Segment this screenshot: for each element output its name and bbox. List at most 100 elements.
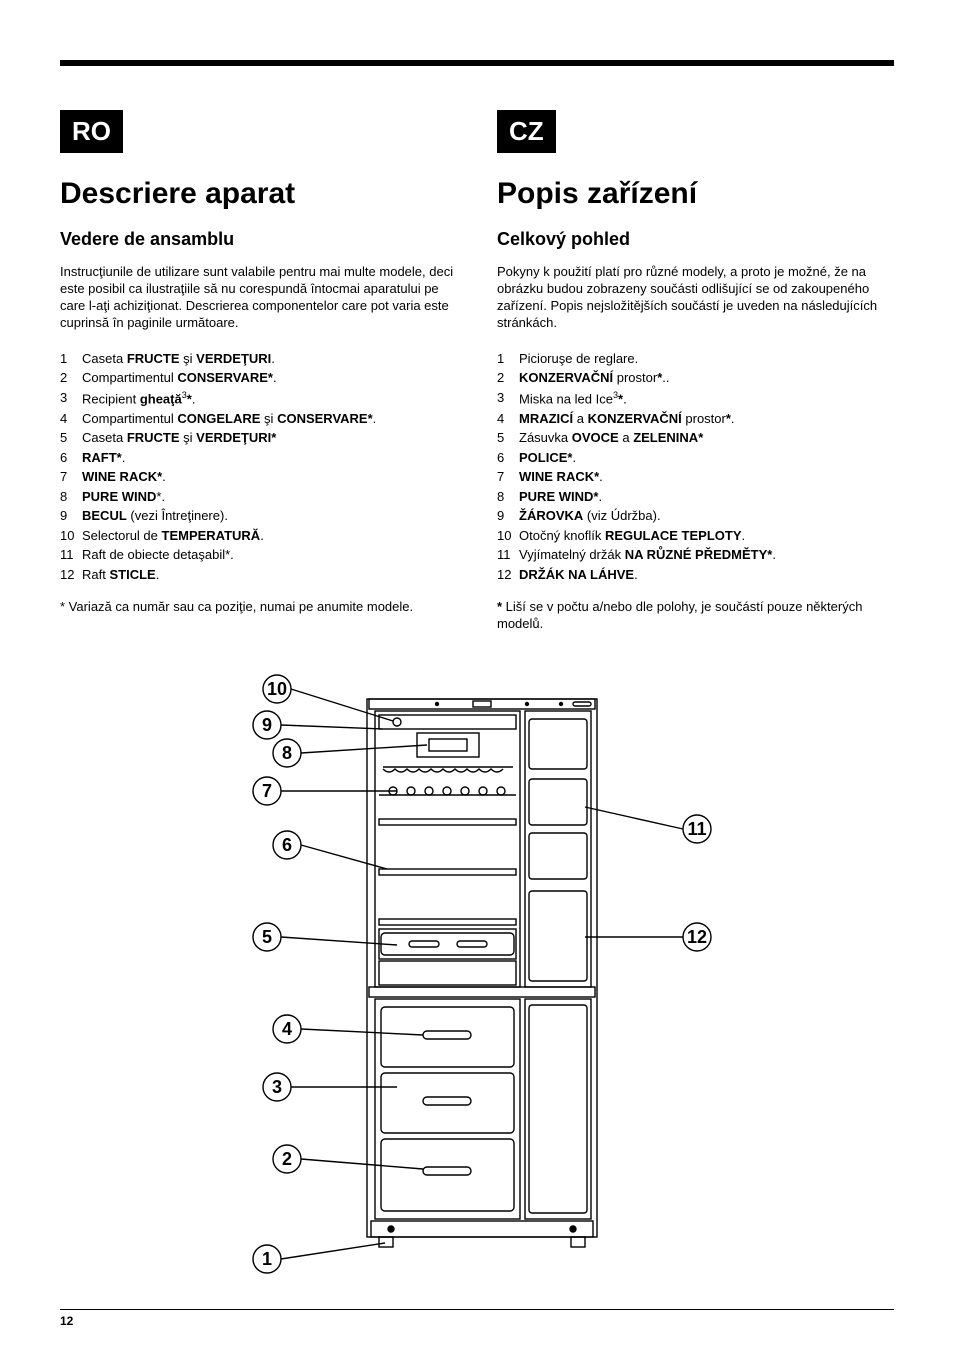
- list-item: 5Zásuvka OVOCE a ZELENINA*: [497, 429, 894, 447]
- title-right: Popis zařízení: [497, 177, 894, 211]
- list-item-number: 7: [60, 468, 82, 486]
- list-item: 12DRŽÁK NA LÁHVE.: [497, 566, 894, 584]
- list-item: 9BECUL (vezi Întreţinere).: [60, 507, 457, 525]
- title-left: Descriere aparat: [60, 177, 457, 211]
- list-item: 4MRAZICÍ a KONZERVAČNÍ prostor*.: [497, 410, 894, 428]
- list-item-number: 4: [497, 410, 519, 428]
- list-item-number: 3: [60, 389, 82, 408]
- list-item-text: Raft STICLE.: [82, 566, 159, 584]
- list-item-text: Compartimentul CONGELARE şi CONSERVARE*.: [82, 410, 376, 428]
- list-item-number: 4: [60, 410, 82, 428]
- list-item-text: Zásuvka OVOCE a ZELENINA*: [519, 429, 703, 447]
- list-item: 3 Miska na led Ice3*.: [497, 389, 894, 408]
- svg-text:7: 7: [262, 781, 272, 801]
- list-item: 2KONZERVAČNÍ prostor*..: [497, 369, 894, 387]
- list-item-text: Miska na led Ice3*.: [519, 389, 627, 408]
- list-item: 6POLICE*.: [497, 449, 894, 467]
- list-item-text: Caseta FRUCTE şi VERDEŢURI*: [82, 429, 276, 447]
- list-item: 7WINE RACK*.: [497, 468, 894, 486]
- item-list-right: 1 Picioruşe de reglare.2KONZERVAČNÍ pros…: [497, 350, 894, 584]
- list-item-number: 12: [497, 566, 519, 584]
- list-item-text: DRŽÁK NA LÁHVE.: [519, 566, 638, 584]
- list-item-number: 10: [497, 527, 519, 545]
- list-item-number: 2: [60, 369, 82, 387]
- svg-text:8: 8: [282, 743, 292, 763]
- list-item-number: 5: [60, 429, 82, 447]
- svg-text:10: 10: [267, 679, 287, 699]
- list-item-number: 10: [60, 527, 82, 545]
- subtitle-right: Celkový pohled: [497, 229, 894, 250]
- list-item: 8PURE WIND*.: [497, 488, 894, 506]
- svg-text:12: 12: [687, 927, 707, 947]
- list-item-number: 6: [497, 449, 519, 467]
- appliance-diagram: 10 987 6 5 4 3 2 1 11 12: [60, 669, 894, 1289]
- list-item-number: 9: [497, 507, 519, 525]
- fridge-svg: 10 987 6 5 4 3 2 1 11 12: [197, 669, 757, 1289]
- column-right: CZ Popis zařízení Celkový pohled Pokyny …: [497, 110, 894, 633]
- list-item: 2Compartimentul CONSERVARE*.: [60, 369, 457, 387]
- list-item-text: WINE RACK*.: [519, 468, 603, 486]
- list-item: 7WINE RACK*.: [60, 468, 457, 486]
- list-item-number: 6: [60, 449, 82, 467]
- list-item: 1 Picioruşe de reglare.: [497, 350, 894, 368]
- list-item: 3 Recipient gheaţă3*.: [60, 389, 457, 408]
- top-rule: [60, 60, 894, 66]
- list-item-text: Recipient gheaţă3*.: [82, 389, 195, 408]
- list-item-text: Caseta FRUCTE şi VERDEŢURI.: [82, 350, 275, 368]
- list-item-number: 11: [60, 546, 82, 564]
- list-item-number: 11: [497, 546, 519, 564]
- list-item: 11Raft de obiecte detaşabil*.: [60, 546, 457, 564]
- list-item-number: 7: [497, 468, 519, 486]
- item-list-left: 1Caseta FRUCTE şi VERDEŢURI.2Compartimen…: [60, 350, 457, 584]
- list-item-text: ŽÁROVKA (viz Údržba).: [519, 507, 661, 525]
- list-item-number: 2: [497, 369, 519, 387]
- list-item-text: MRAZICÍ a KONZERVAČNÍ prostor*.: [519, 410, 735, 428]
- list-item-text: PURE WIND*.: [519, 488, 602, 506]
- list-item-text: Selectorul de TEMPERATURĂ.: [82, 527, 264, 545]
- svg-text:11: 11: [687, 819, 706, 839]
- list-item-text: POLICE*.: [519, 449, 576, 467]
- svg-text:2: 2: [282, 1149, 292, 1169]
- list-item-text: Vyjímatelný držák NA RŮZNÉ PŘEDMĚTY*.: [519, 546, 776, 564]
- footnote-right: * Liší se v počtu a/nebo dle polohy, je …: [497, 599, 894, 633]
- list-item-text: WINE RACK*.: [82, 468, 166, 486]
- list-item: 11Vyjímatelný držák NA RŮZNÉ PŘEDMĚTY*.: [497, 546, 894, 564]
- svg-text:9: 9: [262, 715, 272, 735]
- svg-text:5: 5: [262, 927, 272, 947]
- list-item-text: Compartimentul CONSERVARE*.: [82, 369, 277, 387]
- list-item: 5Caseta FRUCTE şi VERDEŢURI*: [60, 429, 457, 447]
- list-item-text: KONZERVAČNÍ prostor*..: [519, 369, 670, 387]
- list-item-text: Otočný knoflík REGULACE TEPLOTY.: [519, 527, 745, 545]
- list-item: 10Selectorul de TEMPERATURĂ.: [60, 527, 457, 545]
- list-item: 6RAFT*.: [60, 449, 457, 467]
- list-item-number: 3: [497, 389, 519, 408]
- list-item-text: PURE WIND*.: [82, 488, 165, 506]
- list-item-number: 9: [60, 507, 82, 525]
- content-columns: RO Descriere aparat Vedere de ansamblu I…: [60, 110, 894, 633]
- list-item-number: 8: [60, 488, 82, 506]
- page-footer: 12: [60, 1309, 894, 1328]
- list-item-text: Raft de obiecte detaşabil*.: [82, 546, 234, 564]
- list-item: 1Caseta FRUCTE şi VERDEŢURI.: [60, 350, 457, 368]
- list-item-number: 1: [497, 350, 519, 368]
- svg-text:3: 3: [272, 1077, 282, 1097]
- list-item-text: RAFT*.: [82, 449, 125, 467]
- list-item: 12Raft STICLE.: [60, 566, 457, 584]
- intro-left: Instrucţiunile de utilizare sunt valabil…: [60, 264, 457, 332]
- footnote-left: * Variază ca număr sau ca poziţie, numai…: [60, 599, 457, 616]
- list-item-number: 5: [497, 429, 519, 447]
- list-item: 8PURE WIND*.: [60, 488, 457, 506]
- subtitle-left: Vedere de ansamblu: [60, 229, 457, 250]
- list-item-number: 12: [60, 566, 82, 584]
- lang-badge-cz: CZ: [497, 110, 556, 153]
- svg-text:1: 1: [262, 1249, 272, 1269]
- svg-text:6: 6: [282, 835, 292, 855]
- list-item-number: 1: [60, 350, 82, 368]
- lang-badge-ro: RO: [60, 110, 123, 153]
- svg-text:4: 4: [282, 1019, 292, 1039]
- list-item: 10Otočný knoflík REGULACE TEPLOTY.: [497, 527, 894, 545]
- list-item-text: BECUL (vezi Întreţinere).: [82, 507, 228, 525]
- column-left: RO Descriere aparat Vedere de ansamblu I…: [60, 110, 457, 633]
- list-item-text: Picioruşe de reglare.: [519, 350, 638, 368]
- list-item-number: 8: [497, 488, 519, 506]
